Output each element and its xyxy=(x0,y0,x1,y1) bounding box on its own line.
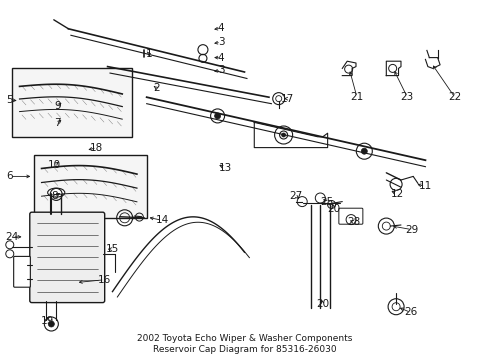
Text: 19: 19 xyxy=(41,316,55,326)
Text: 4: 4 xyxy=(217,23,224,33)
Circle shape xyxy=(361,148,366,154)
FancyBboxPatch shape xyxy=(30,212,104,303)
Circle shape xyxy=(48,321,54,327)
Text: 3: 3 xyxy=(217,37,224,47)
Text: 10: 10 xyxy=(48,160,61,170)
Bar xyxy=(34,155,146,218)
Text: 17: 17 xyxy=(280,94,294,104)
Text: 23: 23 xyxy=(400,92,413,102)
Text: 3: 3 xyxy=(217,65,224,75)
Text: 21: 21 xyxy=(349,92,363,102)
Text: 29: 29 xyxy=(405,225,418,235)
Text: 28: 28 xyxy=(346,217,360,227)
Text: 11: 11 xyxy=(418,181,431,192)
Text: 4: 4 xyxy=(217,53,224,63)
Text: Reservoir Cap Diagram for 85316-26030: Reservoir Cap Diagram for 85316-26030 xyxy=(152,345,336,354)
Text: 6: 6 xyxy=(6,171,13,181)
Bar xyxy=(12,68,132,137)
Circle shape xyxy=(281,133,285,137)
Text: 8: 8 xyxy=(51,191,58,201)
Text: 20: 20 xyxy=(326,204,339,214)
Text: 14: 14 xyxy=(155,215,169,225)
Text: 26: 26 xyxy=(403,307,417,318)
Text: 1: 1 xyxy=(145,49,152,59)
Text: 2: 2 xyxy=(153,83,160,93)
Text: 27: 27 xyxy=(288,191,302,201)
Circle shape xyxy=(214,113,220,119)
Text: 13: 13 xyxy=(218,163,231,173)
Text: 16: 16 xyxy=(98,275,111,285)
Text: 25: 25 xyxy=(319,197,333,207)
Ellipse shape xyxy=(48,188,65,197)
Text: 20: 20 xyxy=(316,299,328,309)
Text: 18: 18 xyxy=(90,143,103,153)
Text: 15: 15 xyxy=(105,244,119,254)
Text: 12: 12 xyxy=(389,189,403,199)
Text: 9: 9 xyxy=(54,101,61,111)
Text: 24: 24 xyxy=(5,232,19,242)
Text: 2002 Toyota Echo Wiper & Washer Components: 2002 Toyota Echo Wiper & Washer Componen… xyxy=(137,334,351,343)
FancyBboxPatch shape xyxy=(338,208,362,224)
Text: 5: 5 xyxy=(6,95,13,105)
Text: 22: 22 xyxy=(447,92,461,102)
Text: 7: 7 xyxy=(54,118,61,128)
FancyBboxPatch shape xyxy=(14,256,30,287)
